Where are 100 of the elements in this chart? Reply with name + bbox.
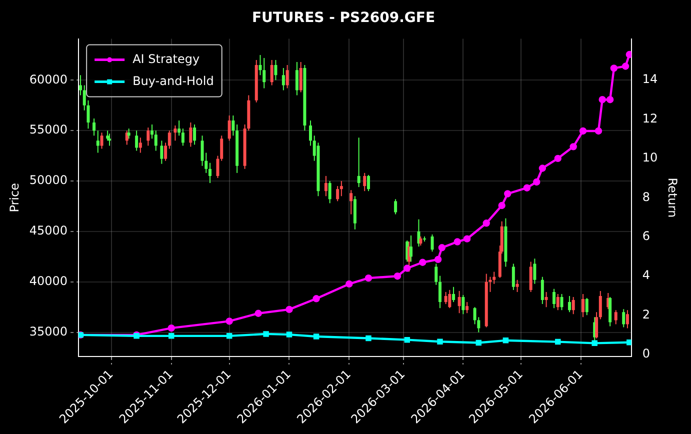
candlestick (626, 310, 629, 329)
candlestick (220, 135, 224, 162)
candlestick (410, 234, 412, 262)
point (313, 334, 320, 340)
point (263, 331, 269, 337)
y-tick-label: 60000 (29, 72, 68, 86)
y2-tick-label: 4 (642, 268, 650, 282)
point (286, 332, 292, 338)
y2-axis-title: Return (666, 178, 680, 218)
candlestick (533, 258, 536, 284)
point (226, 333, 232, 339)
candlestick (340, 180, 343, 197)
candlestick (299, 62, 302, 93)
candlestick (552, 288, 556, 309)
point (523, 184, 531, 192)
point (254, 310, 262, 317)
candlestick (92, 118, 96, 136)
candlestick (96, 130, 100, 154)
candlestick (216, 155, 220, 178)
candlestick (595, 312, 598, 339)
candlestick (357, 137, 360, 188)
candlestick (160, 140, 164, 164)
candlestick (193, 124, 196, 146)
candlestick (181, 128, 184, 146)
candlestick (394, 198, 398, 215)
candlestick (462, 294, 465, 315)
candlestick (540, 276, 544, 305)
point (364, 274, 372, 282)
y2-tick-label: 14 (642, 72, 658, 86)
point (286, 306, 293, 314)
point (579, 127, 587, 135)
point (554, 154, 562, 162)
point (226, 318, 233, 325)
candlestick (270, 59, 274, 86)
point (622, 62, 630, 70)
y2-tick-label: 6 (642, 229, 650, 243)
candlestick (492, 271, 496, 284)
candlestick (444, 291, 448, 305)
candlestick (274, 59, 278, 81)
point (598, 96, 606, 104)
candlestick (108, 133, 111, 146)
point (394, 272, 402, 280)
point (312, 295, 320, 302)
candlestick (582, 293, 585, 318)
candlestick (138, 137, 142, 154)
candlestick (363, 172, 366, 192)
candlestick (208, 162, 212, 184)
y-axis-title: Price (7, 183, 22, 212)
candlestick (544, 291, 548, 308)
point (404, 264, 411, 272)
legend-label: Buy-and-Hold (132, 74, 214, 88)
candlestick (135, 130, 138, 152)
candlestick (452, 286, 456, 303)
candlestick (164, 142, 168, 162)
point (418, 258, 426, 266)
point (504, 190, 512, 198)
y2-tick-label: 12 (642, 111, 658, 126)
candlestick (529, 261, 532, 292)
candlestick (150, 124, 154, 140)
y2-tick-label: 2 (642, 307, 650, 322)
y-tick-label: 55000 (29, 122, 68, 137)
candlestick (622, 308, 626, 328)
point (437, 338, 443, 344)
candlestick (228, 114, 231, 142)
chart-title: FUTURES - PS2609.GFE (252, 10, 436, 26)
point (454, 238, 461, 246)
y2-tick-label: 0 (642, 346, 650, 361)
point (570, 143, 577, 150)
point (463, 235, 471, 242)
candlestick (100, 132, 104, 150)
y-tick-label: 45000 (29, 224, 68, 238)
point (434, 256, 442, 264)
point (168, 324, 175, 332)
candlestick (614, 310, 618, 325)
candlestick (189, 122, 192, 148)
point (610, 64, 618, 72)
candlestick (146, 127, 150, 146)
point (626, 50, 632, 58)
candlestick (366, 174, 370, 192)
candlestick (282, 68, 285, 91)
candlestick (438, 275, 442, 309)
candlestick (512, 263, 515, 290)
point (482, 220, 490, 227)
point (555, 338, 561, 345)
legend-label: AI Strategy (132, 52, 200, 66)
point (438, 244, 446, 252)
candlestick (154, 130, 158, 152)
candlestick (174, 125, 177, 142)
candlestick (568, 295, 571, 313)
point (502, 338, 509, 344)
candlestick (434, 263, 438, 286)
candlestick (560, 293, 564, 311)
candlestick (572, 296, 575, 315)
candlestick (516, 279, 519, 292)
y2-tick-label: 8 (642, 190, 650, 204)
candlestick (598, 290, 602, 320)
candlestick (286, 64, 289, 89)
point (404, 336, 410, 343)
candlestick (328, 180, 332, 204)
candlestick (127, 128, 130, 140)
